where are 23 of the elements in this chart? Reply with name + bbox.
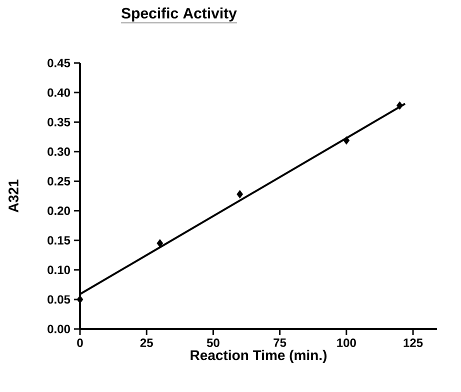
y-tick-label: 0.05 xyxy=(48,295,70,304)
y-tick-label: 0.35 xyxy=(48,118,70,126)
x-axis-title: Reaction Time (min.) xyxy=(190,350,327,363)
y-tick-label: 0.15 xyxy=(48,236,70,245)
y-tick-label: 0.40 xyxy=(48,88,70,97)
y-tick-label: 0.25 xyxy=(48,176,70,186)
x-tick-label: 125 xyxy=(404,338,423,348)
x-tick-label: 50 xyxy=(206,338,220,348)
x-tick-label: 75 xyxy=(274,338,286,347)
y-tick-label: 0.30 xyxy=(48,147,70,156)
x-tick-label: 25 xyxy=(140,338,153,348)
point xyxy=(236,190,244,198)
point xyxy=(343,136,350,145)
point xyxy=(396,101,403,110)
y-axis-title: A321 xyxy=(8,180,18,212)
x-tick-label: 0 xyxy=(77,338,83,348)
point xyxy=(156,239,164,248)
chart-title: Specific Activity xyxy=(122,8,237,22)
x-tick-label: 100 xyxy=(337,338,356,348)
y-tick-label: 0.45 xyxy=(48,58,70,68)
y-tick-label: 0.10 xyxy=(48,266,70,274)
y-tick-label: 0.20 xyxy=(48,206,70,216)
y-tick-label: 0.00 xyxy=(48,324,70,334)
